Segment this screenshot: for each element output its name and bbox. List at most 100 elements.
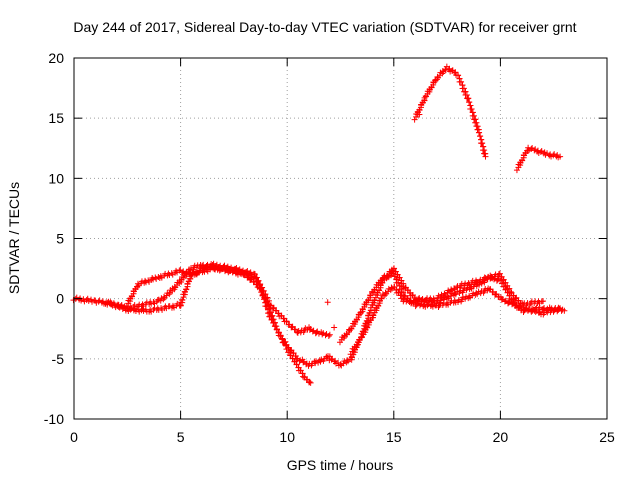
y-tick-label: 20 (48, 50, 64, 66)
data-point (161, 293, 168, 300)
data-point (452, 69, 459, 76)
data-point (181, 289, 188, 296)
data-point (293, 361, 300, 368)
data-point (371, 297, 378, 304)
x-tick-label: 20 (493, 429, 509, 445)
x-tick-label: 0 (70, 429, 78, 445)
x-axis: 0 5 10 15 20 25 (70, 58, 615, 445)
data-point (297, 367, 304, 374)
data-point (326, 331, 333, 338)
data-point (259, 284, 266, 291)
data-point (452, 291, 459, 298)
y-tick-label: -5 (52, 351, 65, 367)
y-tick-label: -10 (44, 411, 64, 427)
data-point (166, 291, 173, 298)
data-point (540, 298, 547, 305)
data-point (464, 95, 471, 102)
data-point (375, 302, 382, 309)
data-point (177, 302, 184, 309)
data-point (127, 306, 134, 313)
data-point (348, 354, 355, 361)
data-point (557, 153, 564, 160)
data-point (477, 133, 484, 140)
series-trace (123, 264, 314, 386)
data-point (390, 270, 397, 277)
data-point (277, 333, 284, 340)
data-point (382, 289, 389, 296)
x-tick-label: 25 (599, 429, 615, 445)
data-point (359, 334, 366, 341)
x-axis-label: GPS time / hours (287, 457, 394, 473)
series-trace (70, 261, 333, 369)
data-point (499, 280, 506, 287)
y-tick-label: 5 (56, 231, 64, 247)
y-axis-label: SDTVAR / TECUs (6, 182, 22, 294)
data-point (391, 273, 398, 280)
data-point (561, 307, 568, 314)
data-point (466, 99, 473, 106)
data-point (291, 358, 298, 365)
data-point (211, 266, 218, 273)
data-point (500, 276, 507, 283)
data-point (366, 310, 373, 317)
data-point (307, 379, 314, 386)
data-point (193, 268, 200, 275)
data-point (458, 78, 465, 85)
data-point (253, 274, 260, 281)
y-tick-label: 15 (48, 110, 64, 126)
data-point (362, 320, 369, 327)
x-tick-label: 5 (177, 429, 185, 445)
data-point (129, 293, 136, 300)
data-point (502, 279, 509, 286)
data-point (479, 140, 486, 147)
data-point (482, 153, 489, 160)
data-point (416, 111, 423, 118)
data-point (498, 296, 505, 303)
data-point (391, 265, 398, 272)
data-point (370, 312, 377, 319)
data-point (325, 333, 332, 340)
series-trace (102, 260, 333, 340)
data-point (183, 286, 190, 293)
series-trace (347, 270, 547, 358)
data-point (409, 292, 416, 299)
data-point (468, 106, 475, 113)
data-point (475, 129, 482, 136)
isolated-points (177, 111, 423, 331)
data-point (424, 302, 431, 309)
data-point (337, 361, 344, 368)
data-point (411, 116, 418, 123)
data-point (204, 264, 211, 271)
data-point (413, 301, 420, 308)
data-point (331, 324, 338, 331)
data-point (451, 285, 458, 292)
x-tick-label: 15 (386, 429, 402, 445)
data-point (287, 352, 294, 359)
series-trace (326, 265, 568, 369)
data-point (416, 302, 423, 309)
series-trace (513, 144, 564, 174)
data-point (509, 301, 516, 308)
series-trace (411, 63, 489, 160)
data-point (513, 302, 520, 309)
chart-title: Day 244 of 2017, Sidereal Day-to-day VTE… (73, 19, 576, 35)
data-point (506, 285, 513, 292)
data-point (364, 324, 371, 331)
data-point (306, 378, 313, 385)
data-series (70, 63, 568, 386)
data-point (276, 329, 283, 336)
data-point (185, 278, 192, 285)
data-point (557, 305, 564, 312)
data-point (378, 295, 385, 302)
data-point (466, 293, 473, 300)
data-point (442, 67, 449, 74)
data-point (281, 339, 288, 346)
x-tick-label: 10 (279, 429, 295, 445)
data-point (441, 290, 448, 297)
y-tick-label: 0 (56, 291, 64, 307)
data-point (513, 167, 520, 174)
data-point (179, 297, 186, 304)
y-tick-label: 10 (48, 170, 64, 186)
data-point (395, 279, 402, 286)
